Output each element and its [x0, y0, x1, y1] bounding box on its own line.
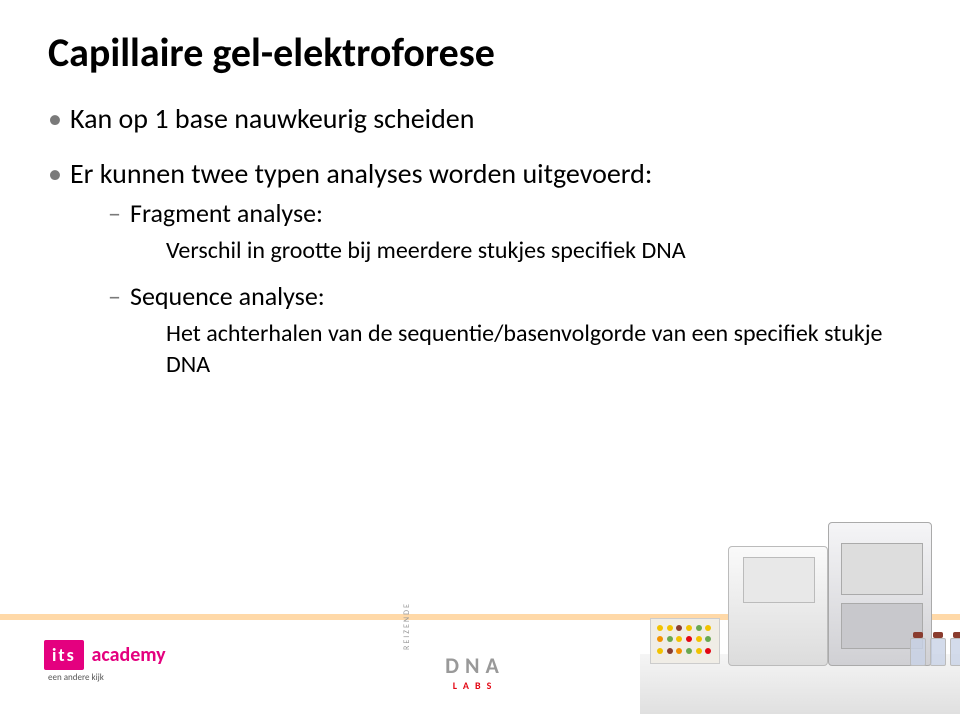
rack-dot: [657, 625, 663, 631]
rack-dot: [676, 625, 682, 631]
rack-dot: [667, 636, 673, 642]
logo-its-text: academy: [91, 643, 165, 667]
bullet-item-2-text: Er kunnen twee typen analyses worden uit…: [70, 156, 652, 191]
equipment-bottle: [950, 632, 960, 666]
equipment-sample-rack: [650, 618, 720, 664]
equipment-bottle: [930, 632, 946, 666]
rack-dot: [657, 636, 663, 642]
slide: Capillaire gel-elektroforese Kan op 1 ba…: [0, 0, 960, 714]
logo-dna-labs: REIZENDE DNA LABS: [420, 652, 530, 692]
rack-dot: [686, 625, 692, 631]
rack-dot: [686, 648, 692, 654]
equipment-image: [640, 494, 960, 714]
logo-its-box: its: [44, 640, 84, 670]
equipment-machine-left: [728, 546, 828, 666]
sub-bullet-sequence-detail: Het achterhalen van de sequentie/basenvo…: [70, 318, 912, 380]
rack-dot: [705, 636, 711, 642]
bullet-list: Kan op 1 base nauwkeurig scheiden Er kun…: [48, 101, 912, 380]
logo-its-tagline: een andere kijk: [48, 672, 224, 683]
bullet-item-1: Kan op 1 base nauwkeurig scheiden: [48, 101, 912, 136]
rack-dot: [686, 636, 692, 642]
rack-dot: [705, 648, 711, 654]
sub-bullet-fragment: Fragment analyse:: [70, 197, 912, 231]
logo-dna-side: REIZENDE: [402, 602, 412, 650]
rack-dot: [705, 625, 711, 631]
logo-dna-bottom: LABS: [420, 679, 530, 692]
sub-bullet-fragment-detail: Verschil in grootte bij meerdere stukjes…: [70, 235, 912, 266]
rack-dots: [657, 625, 713, 657]
rack-dot: [696, 625, 702, 631]
slide-title: Capillaire gel-elektroforese: [48, 28, 912, 77]
bullet-item-2: Er kunnen twee typen analyses worden uit…: [48, 156, 912, 380]
rack-dot: [667, 625, 673, 631]
sub-bullet-sequence: Sequence analyse:: [70, 280, 912, 314]
rack-dot: [696, 636, 702, 642]
rack-dot: [676, 648, 682, 654]
rack-dot: [676, 636, 682, 642]
rack-dot: [667, 648, 673, 654]
rack-dot: [657, 648, 663, 654]
logo-dna-top: DNA: [420, 652, 530, 679]
rack-dot: [696, 648, 702, 654]
equipment-bottle: [910, 632, 926, 666]
logo-its-academy: its academy een andere kijk: [44, 640, 224, 694]
